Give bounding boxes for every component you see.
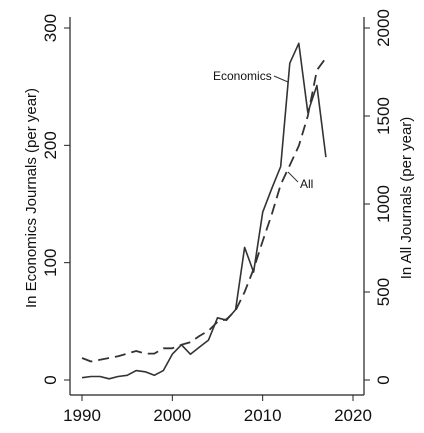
series-line-economics <box>81 42 327 380</box>
series-group <box>81 42 327 380</box>
annotation-all: All <box>300 177 313 191</box>
y-left-tick-label: 100 <box>41 248 60 276</box>
y-right-tick-label: 500 <box>374 278 393 306</box>
y-axis-left-label: In Economics Journals (per year) <box>23 88 40 308</box>
y-axis-right-label: In All Journals (per year) <box>398 117 415 280</box>
y-left-tick-label: 200 <box>41 131 60 159</box>
annotations: Economics All <box>213 69 313 191</box>
y-axis-right: 0 500 1000 1500 2000 <box>364 9 393 385</box>
x-tick-label: 1990 <box>63 406 101 425</box>
y-right-tick-label: 1500 <box>374 97 393 135</box>
y-left-tick-label: 300 <box>41 14 60 42</box>
y-right-tick-label: 1000 <box>374 185 393 223</box>
y-right-tick-label: 0 <box>374 375 393 384</box>
y-right-tick-label: 2000 <box>374 9 393 47</box>
annotation-all-pointer <box>287 171 299 183</box>
series-line-all <box>81 57 327 363</box>
y-axis-left: 0 100 200 300 <box>41 14 70 385</box>
x-tick-label: 2020 <box>334 406 372 425</box>
x-tick-label: 2000 <box>153 406 191 425</box>
annotation-economics-pointer <box>273 75 289 83</box>
y-left-tick-label: 0 <box>41 375 60 384</box>
axes-frame <box>69 17 365 396</box>
annotation-economics: Economics <box>213 69 272 83</box>
x-axis: 1990 2000 2010 2020 <box>63 395 372 425</box>
x-tick-label: 2010 <box>244 406 282 425</box>
